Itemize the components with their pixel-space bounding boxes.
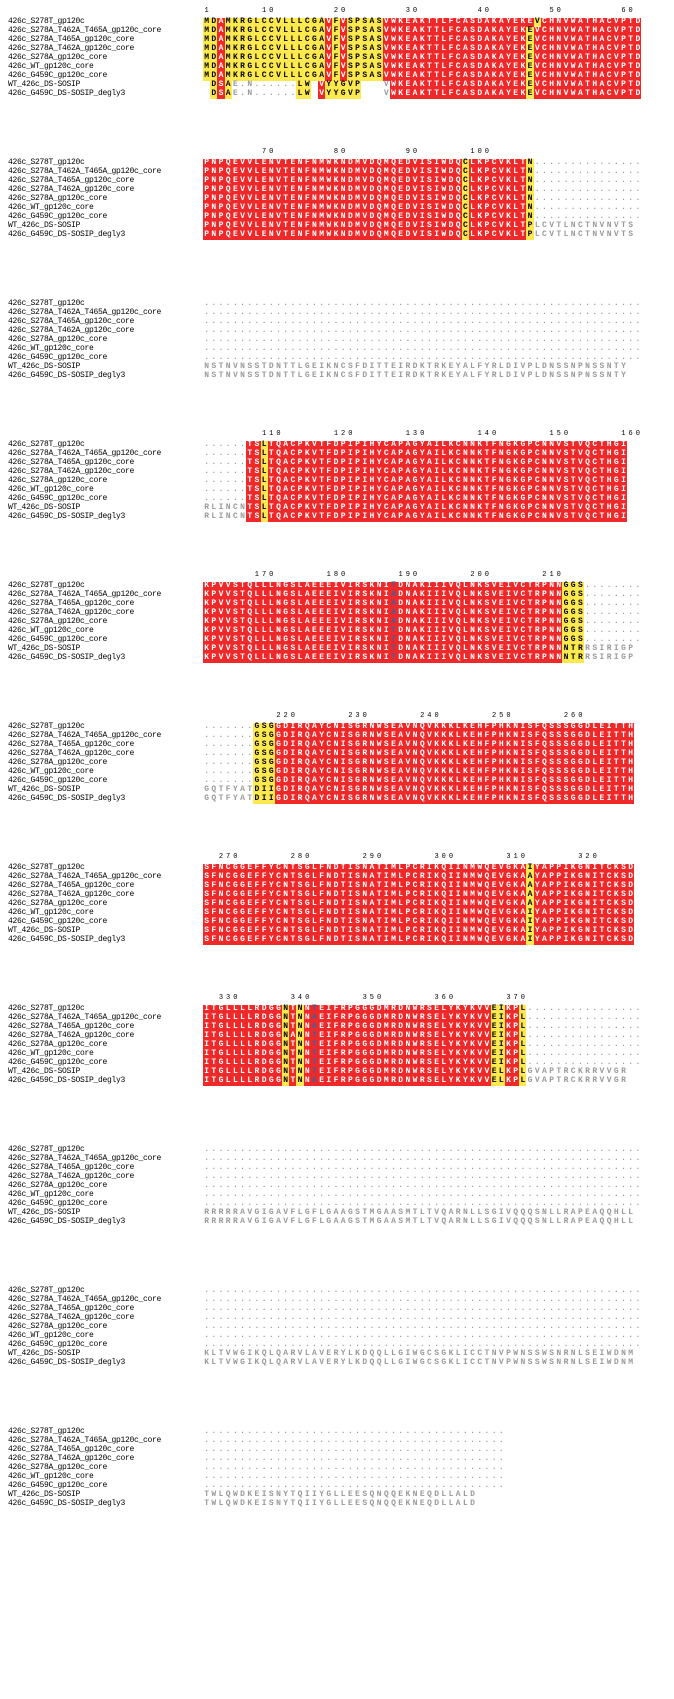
sequence-row: 426c_G459C_DS-SOSIP_degly3KPVVSTQLLLNGSL… [8,654,674,663]
alignment-block: 426c_S278T_gp120c.......................… [8,1418,674,1509]
position-ruler: 110 120 130 140 150 160 [203,431,674,440]
sequence: NSTNVNSSTDNTTLGEIKNCSFDITTEIRDKTRKEYALFY… [203,372,641,381]
sequence-label: 426c_G459C_DS-SOSIP_degly3 [8,90,203,99]
sequence-label: 426c_G459C_DS-SOSIP_degly3 [8,1077,203,1086]
position-ruler: 70 80 90 100 [203,149,674,158]
sequence-label: 426c_G459C_DS-SOSIP_degly3 [8,936,203,945]
sequence: KPVVSTQLLLNGSLAEEEIVIRSKNITDNAKIIIVQLNKS… [203,654,641,663]
sequence-label: 426c_G459C_DS-SOSIP_degly3 [8,1359,203,1368]
sequence: GQTFYATDIIGDIRQAYCNISGRNWSEAVNQVKKKLKEHF… [203,795,641,804]
sequence-row: 426c_G459C_DS-SOSIP_degly3PNPQEVVLENVTEN… [8,231,674,240]
sequence: KLTVWGIKQLQARVLAVERYLKDQQLLGIWGCSGKLICCT… [203,1359,641,1368]
sequence-row: 426c_G459C_DS-SOSIP_degly3ITGLLLLRDGGNTN… [8,1077,674,1086]
sequence-row: 426c_G459C_DS-SOSIP_degly3GQTFYATDIIGDIR… [8,795,674,804]
position-ruler: 270 280 290 300 310 320 [203,854,674,863]
sequence-row: 426c_G459C_DS-SOSIP_degly3RRRRRAVGIGAVFL… [8,1218,674,1227]
sequence-row: 426c_G459C_DS-SOSIP_degly3NSTNVNSSTDNTTL… [8,372,674,381]
alignment-block: 1 10 20 30 40 50 60 426c_S278T_gp120cMDA… [8,8,674,99]
sequence-label: 426c_G459C_DS-SOSIP_degly3 [8,513,203,522]
alignment-block: 110 120 130 140 150 160426c_S278T_gp120c… [8,431,674,522]
sequence-row: 426c_G459C_DS-SOSIP_degly3TWLQWDKEISNYTQ… [8,1500,674,1509]
position-ruler: 220 230 240 250 260 [203,713,674,722]
alignment-block: 426c_S278T_gp120c.......................… [8,1136,674,1227]
sequence-label: 426c_G459C_DS-SOSIP_degly3 [8,654,203,663]
sequence: RRRRRAVGIGAVFLGFLGAAGSTMGAASMTLTVQARNLLS… [203,1218,641,1227]
alignment-container: 1 10 20 30 40 50 60 426c_S278T_gp120cMDA… [8,8,674,1509]
alignment-block: 170 180 190 200 210 426c_S278T_gp120cKPV… [8,572,674,663]
sequence: DSAE.N......LW VYYGVP VWKEAKTTLFCASDAKAY… [203,90,641,99]
alignment-block: 270 280 290 300 310 320 426c_S278T_gp120… [8,854,674,945]
alignment-block: 220 230 240 250 260 426c_S278T_gp120c...… [8,713,674,804]
sequence-row: 426c_G459C_DS-SOSIP_degly3RLINCNTSLTQACP… [8,513,674,522]
sequence-label: 426c_G459C_DS-SOSIP_degly3 [8,1218,203,1227]
sequence-row: 426c_G459C_DS-SOSIP_degly3KLTVWGIKQLQARV… [8,1359,674,1368]
alignment-block: 426c_S278T_gp120c.......................… [8,1277,674,1368]
sequence-row: 426c_G459C_DS-SOSIP_degly3 DSAE.N......L… [8,90,674,99]
sequence-label: 426c_G459C_DS-SOSIP_degly3 [8,231,203,240]
alignment-block: 330 340 350 360 370 426c_S278T_gp120cITG… [8,995,674,1086]
position-ruler: 170 180 190 200 210 [203,572,674,581]
position-ruler: 330 340 350 360 370 [203,995,674,1004]
sequence-label: 426c_G459C_DS-SOSIP_degly3 [8,795,203,804]
sequence: RLINCNTSLTQACPKVTFDPIPIHYCAPAGYAILKCNNKT… [203,513,641,522]
sequence: ITGLLLLRDGGNTNNAEIFRPGGGDMRDNWRSELYKYKVV… [203,1077,641,1086]
alignment-block: 426c_S278T_gp120c.......................… [8,290,674,381]
sequence: SFNCGGEFFYCNTSGLFNDTISNATIMLPCRIKQIINMWQ… [203,936,641,945]
sequence: TWLQWDKEISNYTQIIYGLLEESQNQQEKNEQDLLALD [203,1500,505,1509]
alignment-block: 70 80 90 100 426c_S278T_gp120cPNPQEVVLEN… [8,149,674,240]
sequence-row: 426c_G459C_DS-SOSIP_degly3SFNCGGEFFYCNTS… [8,936,674,945]
sequence-label: 426c_G459C_DS-SOSIP_degly3 [8,372,203,381]
sequence: PNPQEVVLENVTENFNMWKNDMVDQMQEDVISIWDQCLKP… [203,231,641,240]
position-ruler: 1 10 20 30 40 50 60 [203,8,674,17]
sequence-label: 426c_G459C_DS-SOSIP_degly3 [8,1500,203,1509]
